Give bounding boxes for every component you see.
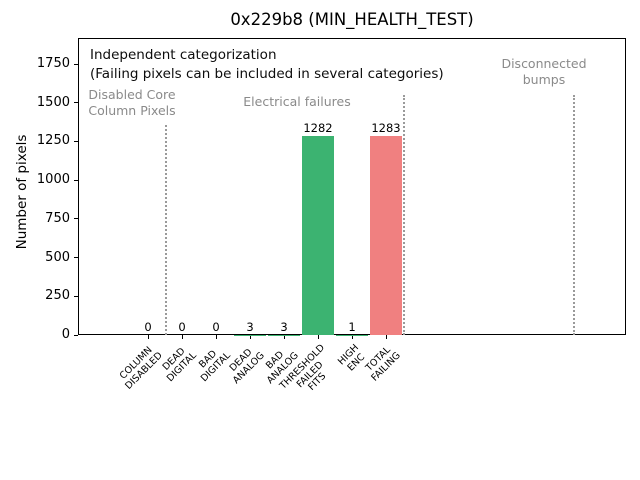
y-tick-mark [74, 295, 78, 297]
section-label: Disconnected bumps [501, 56, 587, 87]
y-tick-mark [74, 218, 78, 220]
y-tick-mark [74, 334, 78, 336]
y-tick-label: 250 [45, 288, 70, 304]
y-tick-label: 1250 [36, 133, 70, 149]
bar-value-label: 3 [280, 319, 288, 334]
section-divider [164, 125, 167, 335]
bar-value-label: 3 [246, 319, 254, 334]
bar [370, 136, 402, 335]
x-tick-mark [148, 335, 149, 339]
y-tick-label: 500 [45, 249, 70, 265]
x-tick-mark [284, 335, 285, 339]
x-tick-mark [182, 335, 183, 339]
bar-value-label: 1282 [303, 121, 333, 136]
bar-value-label: 1 [348, 319, 356, 334]
y-tick-mark [74, 179, 78, 181]
y-tick-label: 1750 [36, 56, 70, 71]
y-tick-label: 1000 [36, 172, 70, 188]
y-tick-mark [74, 63, 78, 65]
x-tick-mark [386, 335, 387, 339]
x-tick-mark [250, 335, 251, 339]
y-tick-mark [74, 102, 78, 104]
bar [302, 136, 334, 335]
x-tick-mark [216, 335, 217, 339]
bar-value-label: 1283 [371, 121, 401, 136]
y-tick-label: 0 [61, 327, 70, 342]
x-tick-label-text: TOTAL FAILING [363, 344, 403, 384]
bar-value-label: 0 [212, 320, 220, 334]
section-divider [572, 95, 575, 335]
section-label: Electrical failures [243, 94, 351, 109]
x-tick-mark [318, 335, 319, 339]
section-divider [402, 95, 405, 335]
section-label: Disabled Core Column Pixels [88, 87, 176, 118]
y-tick-mark [74, 257, 78, 259]
plot-area [78, 38, 626, 335]
bar-value-label: 0 [178, 320, 186, 334]
chart-title: 0x229b8 (MIN_HEALTH_TEST) [230, 10, 474, 29]
x-tick-mark [352, 335, 353, 339]
annotation-independent-categorization: Independent categorization [90, 47, 277, 63]
y-tick-mark [74, 140, 78, 142]
annotation-failing-pixels-note: (Failing pixels can be included in sever… [90, 66, 444, 82]
y-tick-label: 750 [45, 210, 70, 226]
bar-value-label: 0 [144, 320, 152, 334]
y-tick-label: 1500 [36, 94, 70, 110]
